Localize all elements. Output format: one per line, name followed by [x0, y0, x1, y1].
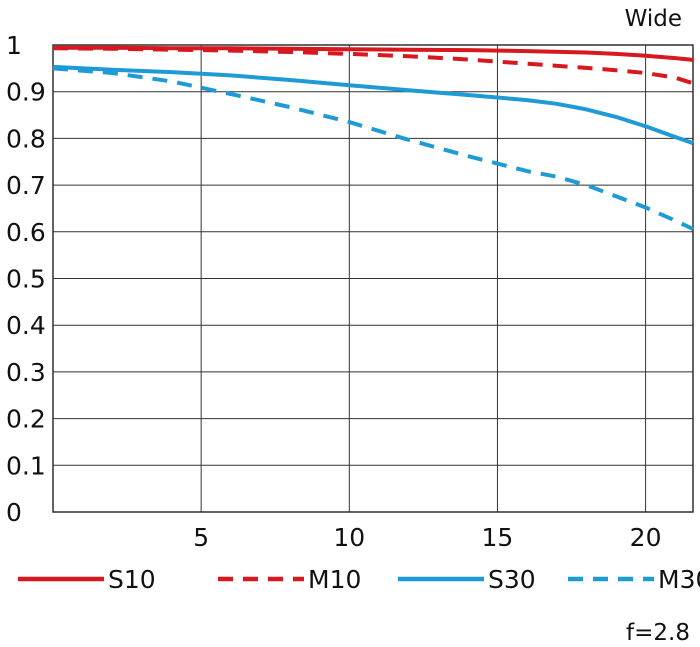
x-tick-label: 10: [333, 523, 365, 552]
y-tick-label: 0.2: [6, 405, 46, 434]
y-tick-label: 0.5: [6, 265, 46, 294]
chart-title: Wide: [625, 6, 682, 32]
legend-label-m10: M10: [308, 565, 361, 594]
y-tick-label: 0.8: [6, 124, 46, 153]
y-tick-label: 0.9: [6, 78, 46, 107]
y-tick-label: 0.1: [6, 451, 46, 480]
plot-frame: [52, 44, 694, 513]
x-tick-label: 15: [482, 523, 514, 552]
series-line-m10: [52, 46, 694, 86]
x-tick-label: 5: [193, 523, 209, 552]
series-lines: [52, 45, 694, 231]
legend-label-s10: S10: [108, 565, 156, 594]
legend: S10 M10 S30 M30: [18, 565, 700, 594]
aperture-footnote: f=2.8: [626, 620, 690, 646]
y-tick-label: 0.3: [6, 358, 46, 387]
y-tick-label: 0.6: [6, 218, 46, 247]
y-tick-label: 0: [6, 498, 22, 527]
y-tick-label: 0.4: [6, 311, 46, 340]
axes: [52, 44, 694, 513]
series-line-s30: [52, 64, 694, 145]
legend-label-s30: S30: [488, 565, 536, 594]
series-line-m30: [52, 66, 694, 231]
x-tick-label: 20: [630, 523, 662, 552]
series-line-s10: [53, 45, 694, 62]
grid: [53, 44, 693, 513]
legend-label-m30: M30: [658, 565, 700, 594]
y-tick-label: 0.7: [6, 171, 46, 200]
tick-labels: 00.10.20.30.40.50.60.70.80.915 10 15 20: [6, 31, 661, 552]
y-tick-label: 1: [6, 31, 22, 60]
